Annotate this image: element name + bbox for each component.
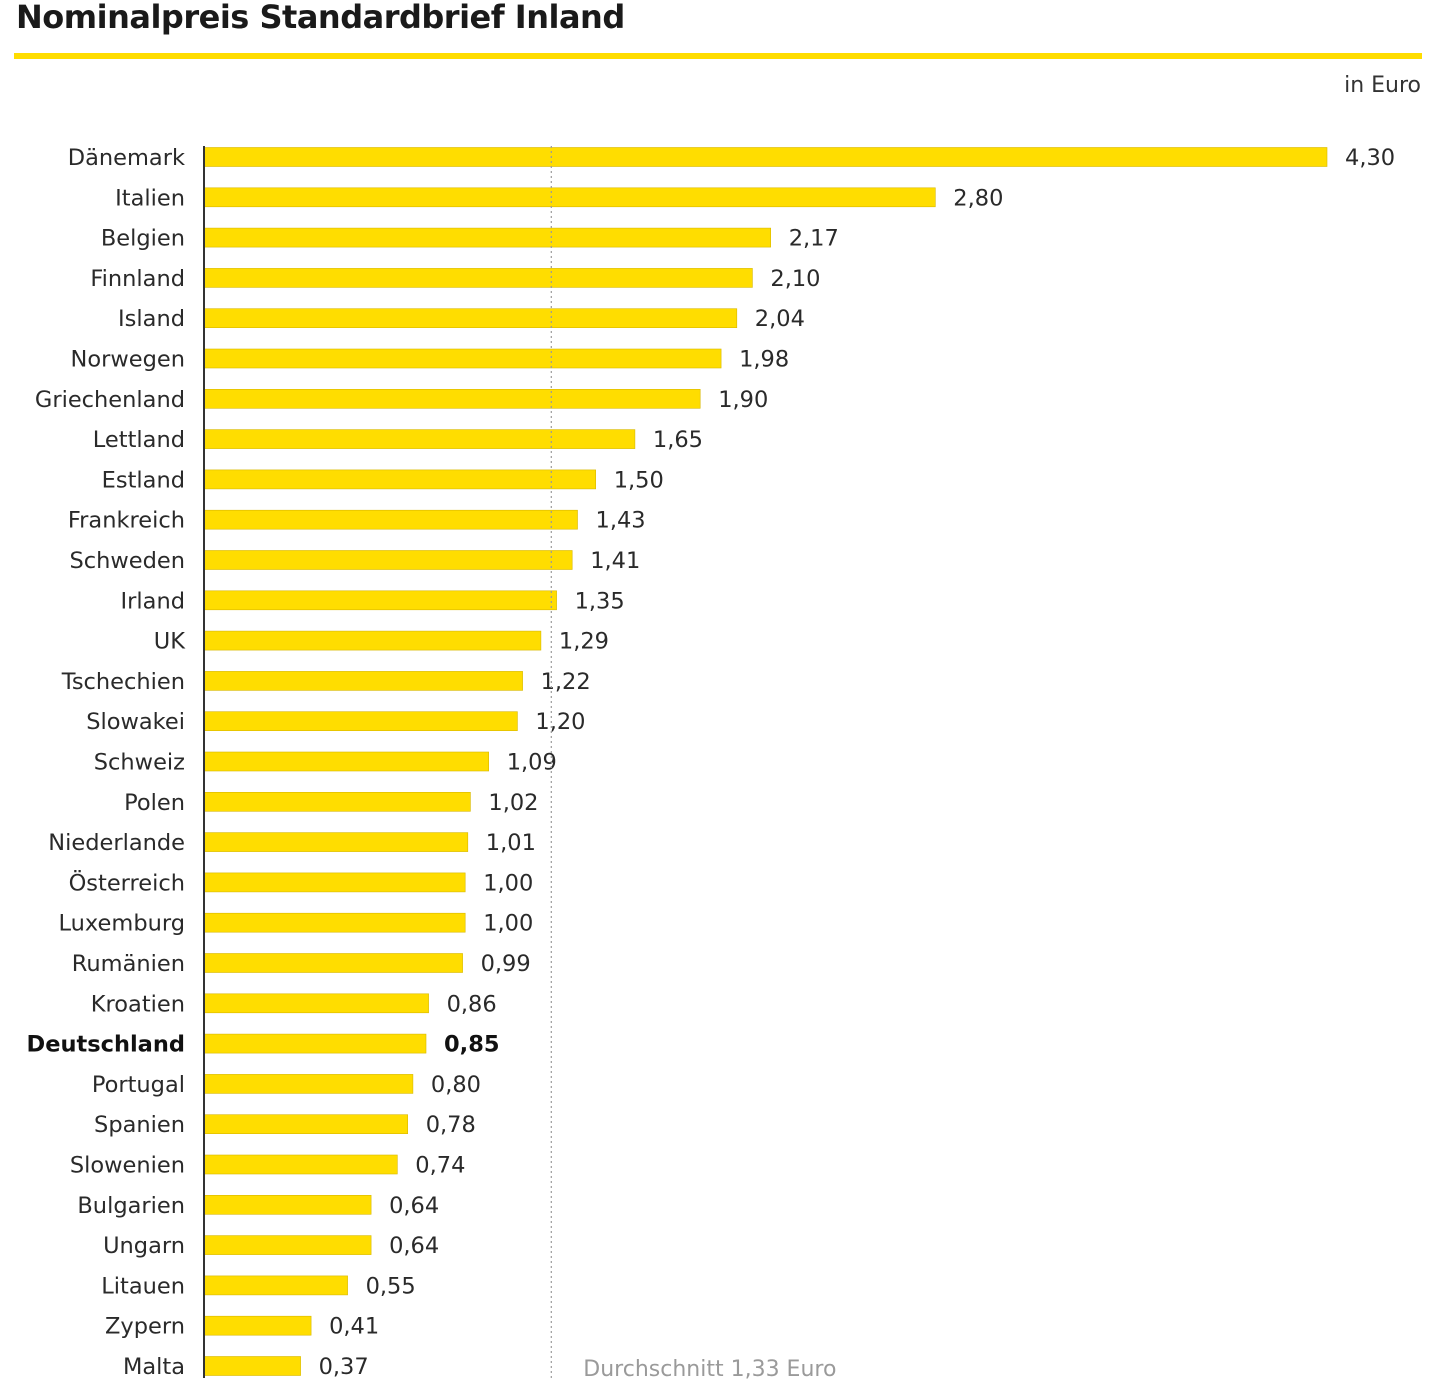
category-label: Kroatien (91, 991, 185, 1017)
category-label: Estland (102, 467, 185, 493)
bar (203, 550, 573, 570)
value-label: 0,85 (444, 1032, 500, 1058)
bar (203, 1154, 398, 1175)
value-label: 1,65 (653, 427, 703, 453)
value-label: 0,41 (329, 1314, 379, 1340)
bar (203, 227, 772, 248)
value-label: 0,78 (426, 1112, 476, 1138)
category-label: Niederlande (48, 830, 185, 856)
value-label: 0,64 (389, 1193, 439, 1219)
value-label: 0,37 (319, 1354, 369, 1380)
category-label: Italien (115, 185, 185, 211)
bar (203, 268, 753, 288)
category-label: Portugal (92, 1072, 185, 1098)
value-label: 1,29 (559, 629, 609, 655)
category-label: Bulgarien (77, 1193, 185, 1219)
category-label: Slowenien (70, 1153, 185, 1179)
bar (203, 1275, 348, 1296)
value-label: 1,35 (575, 588, 625, 614)
bar (203, 1315, 312, 1336)
bar (203, 388, 701, 409)
value-label: 1,00 (483, 870, 533, 896)
category-label: Ungarn (103, 1233, 185, 1259)
bar (203, 509, 578, 530)
category-label: Irland (121, 588, 185, 614)
bar (203, 1356, 301, 1376)
value-label: 2,17 (789, 226, 839, 252)
category-label: Norwegen (71, 347, 185, 373)
bar (203, 1114, 408, 1134)
value-label: 1,00 (483, 911, 533, 937)
chart-title: Nominalpreis Standardbrief Inland (16, 0, 625, 36)
category-label: Island (118, 306, 185, 332)
bar (203, 872, 466, 893)
value-label: 1,41 (590, 548, 640, 574)
bar (203, 1195, 372, 1215)
category-label: Lettland (93, 427, 185, 453)
value-label: 0,86 (447, 991, 497, 1017)
value-label: 1,43 (596, 508, 646, 534)
category-label: Deutschland (27, 1032, 185, 1058)
category-label: Spanien (94, 1112, 185, 1138)
category-label: Slowakei (86, 709, 185, 735)
value-label: 0,80 (431, 1072, 481, 1098)
category-label: Litauen (101, 1273, 185, 1299)
value-label: 0,64 (389, 1233, 439, 1259)
value-label: 1,20 (535, 709, 585, 735)
value-label: 2,10 (770, 266, 820, 292)
bar (203, 791, 471, 812)
value-label: 0,74 (415, 1153, 465, 1179)
bar (203, 711, 518, 732)
value-label: 0,99 (481, 951, 531, 977)
bar (203, 630, 542, 651)
bar (203, 590, 557, 611)
bar (203, 1074, 414, 1094)
bar (203, 187, 936, 208)
category-label: Rumänien (72, 951, 185, 977)
category-label: Dänemark (68, 145, 185, 171)
bar (203, 348, 722, 369)
bar (203, 1235, 372, 1255)
category-label: Frankreich (68, 508, 185, 534)
category-label: Belgien (101, 226, 185, 252)
value-label: 1,02 (488, 790, 538, 816)
category-label: Schweden (69, 548, 185, 574)
value-label: 1,22 (541, 669, 591, 695)
value-label: 1,09 (507, 750, 557, 776)
category-label: Schweiz (94, 750, 185, 776)
bar (203, 751, 490, 772)
category-label: UK (154, 629, 186, 655)
bar (203, 993, 429, 1014)
value-label: 1,98 (739, 347, 789, 373)
bar (203, 1033, 427, 1054)
bar (203, 147, 1328, 167)
category-label: Zypern (105, 1314, 185, 1340)
bar (203, 429, 636, 449)
bar (203, 469, 597, 490)
bar (203, 832, 469, 852)
category-label: Griechenland (35, 387, 185, 413)
value-label: 1,90 (718, 387, 768, 413)
bar (203, 308, 738, 329)
category-label: Luxemburg (59, 911, 185, 937)
title-underline (14, 53, 1422, 59)
value-label: 4,30 (1345, 145, 1395, 171)
value-label: 2,80 (953, 185, 1003, 211)
value-label: 1,50 (614, 467, 664, 493)
value-label: 1,01 (486, 830, 536, 856)
bar (203, 671, 523, 691)
value-label: 0,55 (366, 1273, 416, 1299)
unit-label: in Euro (1344, 73, 1421, 98)
category-label: Malta (123, 1354, 185, 1380)
category-label: Finnland (90, 266, 185, 292)
value-label: 2,04 (755, 306, 805, 332)
category-label: Österreich (69, 868, 185, 896)
bar (203, 953, 463, 973)
category-label: Polen (124, 790, 185, 816)
bar (203, 912, 466, 933)
category-label: Tschechien (61, 669, 185, 695)
average-label: Durchschnitt 1,33 Euro (583, 1357, 836, 1382)
